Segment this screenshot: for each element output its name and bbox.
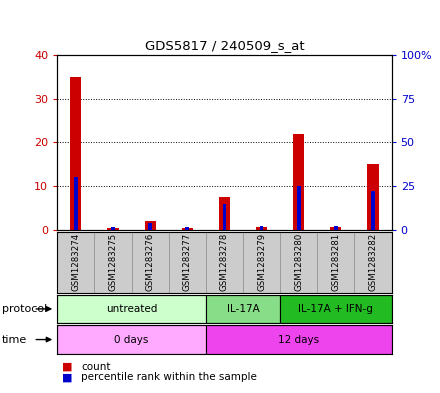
Bar [330,227,341,230]
Bar [334,226,338,230]
Bar [371,191,375,230]
Bar [256,227,267,230]
Text: IL-17A: IL-17A [227,304,259,314]
Text: GSM1283274: GSM1283274 [71,233,80,291]
Text: count: count [81,362,111,372]
Bar [293,134,304,230]
Title: GDS5817 / 240509_s_at: GDS5817 / 240509_s_at [145,39,304,52]
Text: GSM1283276: GSM1283276 [146,233,154,291]
Text: ■: ■ [62,372,72,382]
Bar [107,228,118,230]
Text: GSM1283279: GSM1283279 [257,233,266,291]
Bar [297,186,301,230]
Bar [57,295,206,323]
Bar [57,325,206,354]
Bar [260,226,264,230]
Text: GSM1283275: GSM1283275 [108,233,117,291]
Bar [185,227,189,230]
Text: IL-17A + IFN-g: IL-17A + IFN-g [298,304,373,314]
Text: GSM1283280: GSM1283280 [294,233,303,291]
Text: ■: ■ [62,362,72,372]
Bar [367,164,378,230]
Text: GSM1283277: GSM1283277 [183,233,192,291]
Text: percentile rank within the sample: percentile rank within the sample [81,372,257,382]
Bar [223,204,226,230]
Text: GSM1283278: GSM1283278 [220,233,229,291]
Text: 0 days: 0 days [114,334,149,345]
Bar [148,223,152,230]
Bar [111,227,115,230]
Bar [206,325,392,354]
Text: GSM1283281: GSM1283281 [331,233,341,291]
Bar [219,197,230,230]
Text: time: time [2,334,27,345]
Text: untreated: untreated [106,304,157,314]
Bar [182,228,193,230]
Bar [74,177,77,230]
Bar [280,295,392,323]
Text: protocol: protocol [2,304,48,314]
Bar [70,77,81,230]
Text: 12 days: 12 days [278,334,319,345]
Bar [206,295,280,323]
Bar [144,221,156,230]
Text: GSM1283282: GSM1283282 [369,233,378,291]
